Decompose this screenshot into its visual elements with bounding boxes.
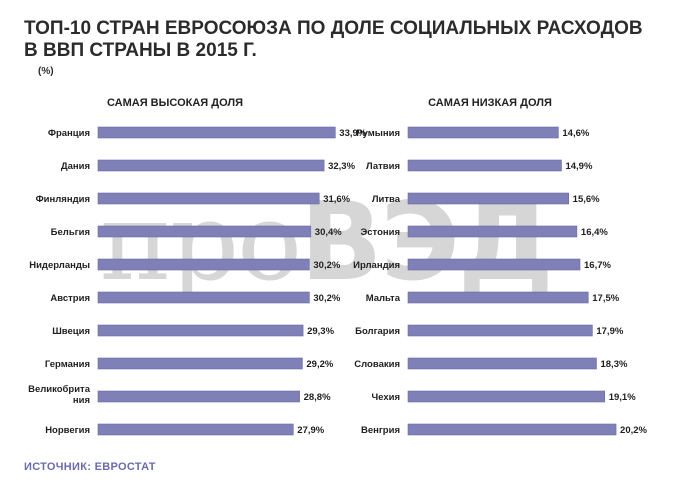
unit-label: (%) — [38, 66, 54, 77]
category-label: Латвия — [366, 161, 400, 172]
bar — [407, 192, 569, 205]
bar — [407, 324, 593, 337]
bar — [97, 258, 310, 271]
value-label: 17,5% — [592, 293, 619, 304]
value-label: 27,9% — [297, 425, 324, 436]
chart-highest: Франция 33,9% Дания 32,3% Финляндия 31,6% Бель… — [28, 126, 367, 436]
value-label: 19,1% — [609, 392, 636, 403]
panel-title-highest: САМАЯ ВЫСОКАЯ ДОЛЯ — [107, 97, 243, 109]
value-label: 29,2% — [306, 359, 333, 370]
value-label: 14,6% — [562, 128, 589, 139]
value-label: 17,9% — [596, 326, 623, 337]
category-label: Франция — [48, 128, 90, 139]
category-label: Норвегия — [45, 425, 90, 436]
value-label: 18,3% — [600, 359, 627, 370]
chart-lowest: Румыния 14,6% Латвия 14,9% Литва 15,6% Эстония… — [353, 126, 648, 436]
value-label: 30,2% — [313, 293, 340, 304]
bar — [97, 159, 325, 172]
category-label: Эстония — [361, 227, 401, 238]
value-label: 31,6% — [323, 194, 350, 205]
bar — [407, 357, 597, 370]
bar — [97, 192, 320, 205]
category-label: Нидерланды — [29, 260, 90, 271]
bar — [97, 390, 300, 403]
category-label: Ирландия — [353, 260, 400, 271]
value-label: 30,4% — [315, 227, 342, 238]
category-label: Румыния — [356, 128, 400, 139]
value-label: 15,6% — [573, 194, 600, 205]
value-label: 20,2% — [620, 425, 647, 436]
bar — [97, 324, 304, 337]
category-label: Венгрия — [361, 425, 400, 436]
bar — [407, 423, 617, 436]
bar — [407, 225, 578, 238]
category-label: Великобрита ния — [28, 384, 91, 406]
bar — [407, 258, 581, 271]
bar — [407, 291, 589, 304]
bar — [97, 357, 303, 370]
bar — [97, 126, 336, 139]
value-label: 29,3% — [307, 326, 334, 337]
category-label: Германия — [45, 359, 90, 370]
source-note: ИСТОЧНИК: ЕВРОСТАТ — [24, 461, 156, 473]
bar — [407, 126, 559, 139]
value-label: 30,2% — [313, 260, 340, 271]
value-label: 16,4% — [581, 227, 608, 238]
category-label: Дания — [61, 161, 90, 172]
bar — [97, 225, 312, 238]
panel-title-lowest: САМАЯ НИЗКАЯ ДОЛЯ — [428, 97, 552, 109]
category-label: Словакия — [354, 359, 400, 370]
value-label: 28,8% — [304, 392, 331, 403]
bar — [407, 390, 606, 403]
category-label: Бельгия — [51, 227, 90, 238]
bar — [407, 159, 562, 172]
category-label: Чехия — [372, 392, 401, 403]
value-label: 14,9% — [565, 161, 592, 172]
category-label: Финляндия — [36, 194, 90, 205]
category-label: Австрия — [50, 293, 90, 304]
value-label: 16,7% — [584, 260, 611, 271]
bar — [97, 291, 310, 304]
value-label: 33,9% — [339, 128, 366, 139]
chart-title: ТОП-10 СТРАН ЕВРОСОЮЗА ПО ДОЛЕ СОЦИАЛЬНЫ… — [24, 18, 643, 61]
category-label: Швеция — [52, 326, 90, 337]
bar — [97, 423, 294, 436]
category-label: Литва — [372, 194, 401, 205]
category-label: Болгария — [355, 326, 400, 337]
category-label: Мальта — [366, 293, 401, 304]
value-label: 32,3% — [328, 161, 355, 172]
